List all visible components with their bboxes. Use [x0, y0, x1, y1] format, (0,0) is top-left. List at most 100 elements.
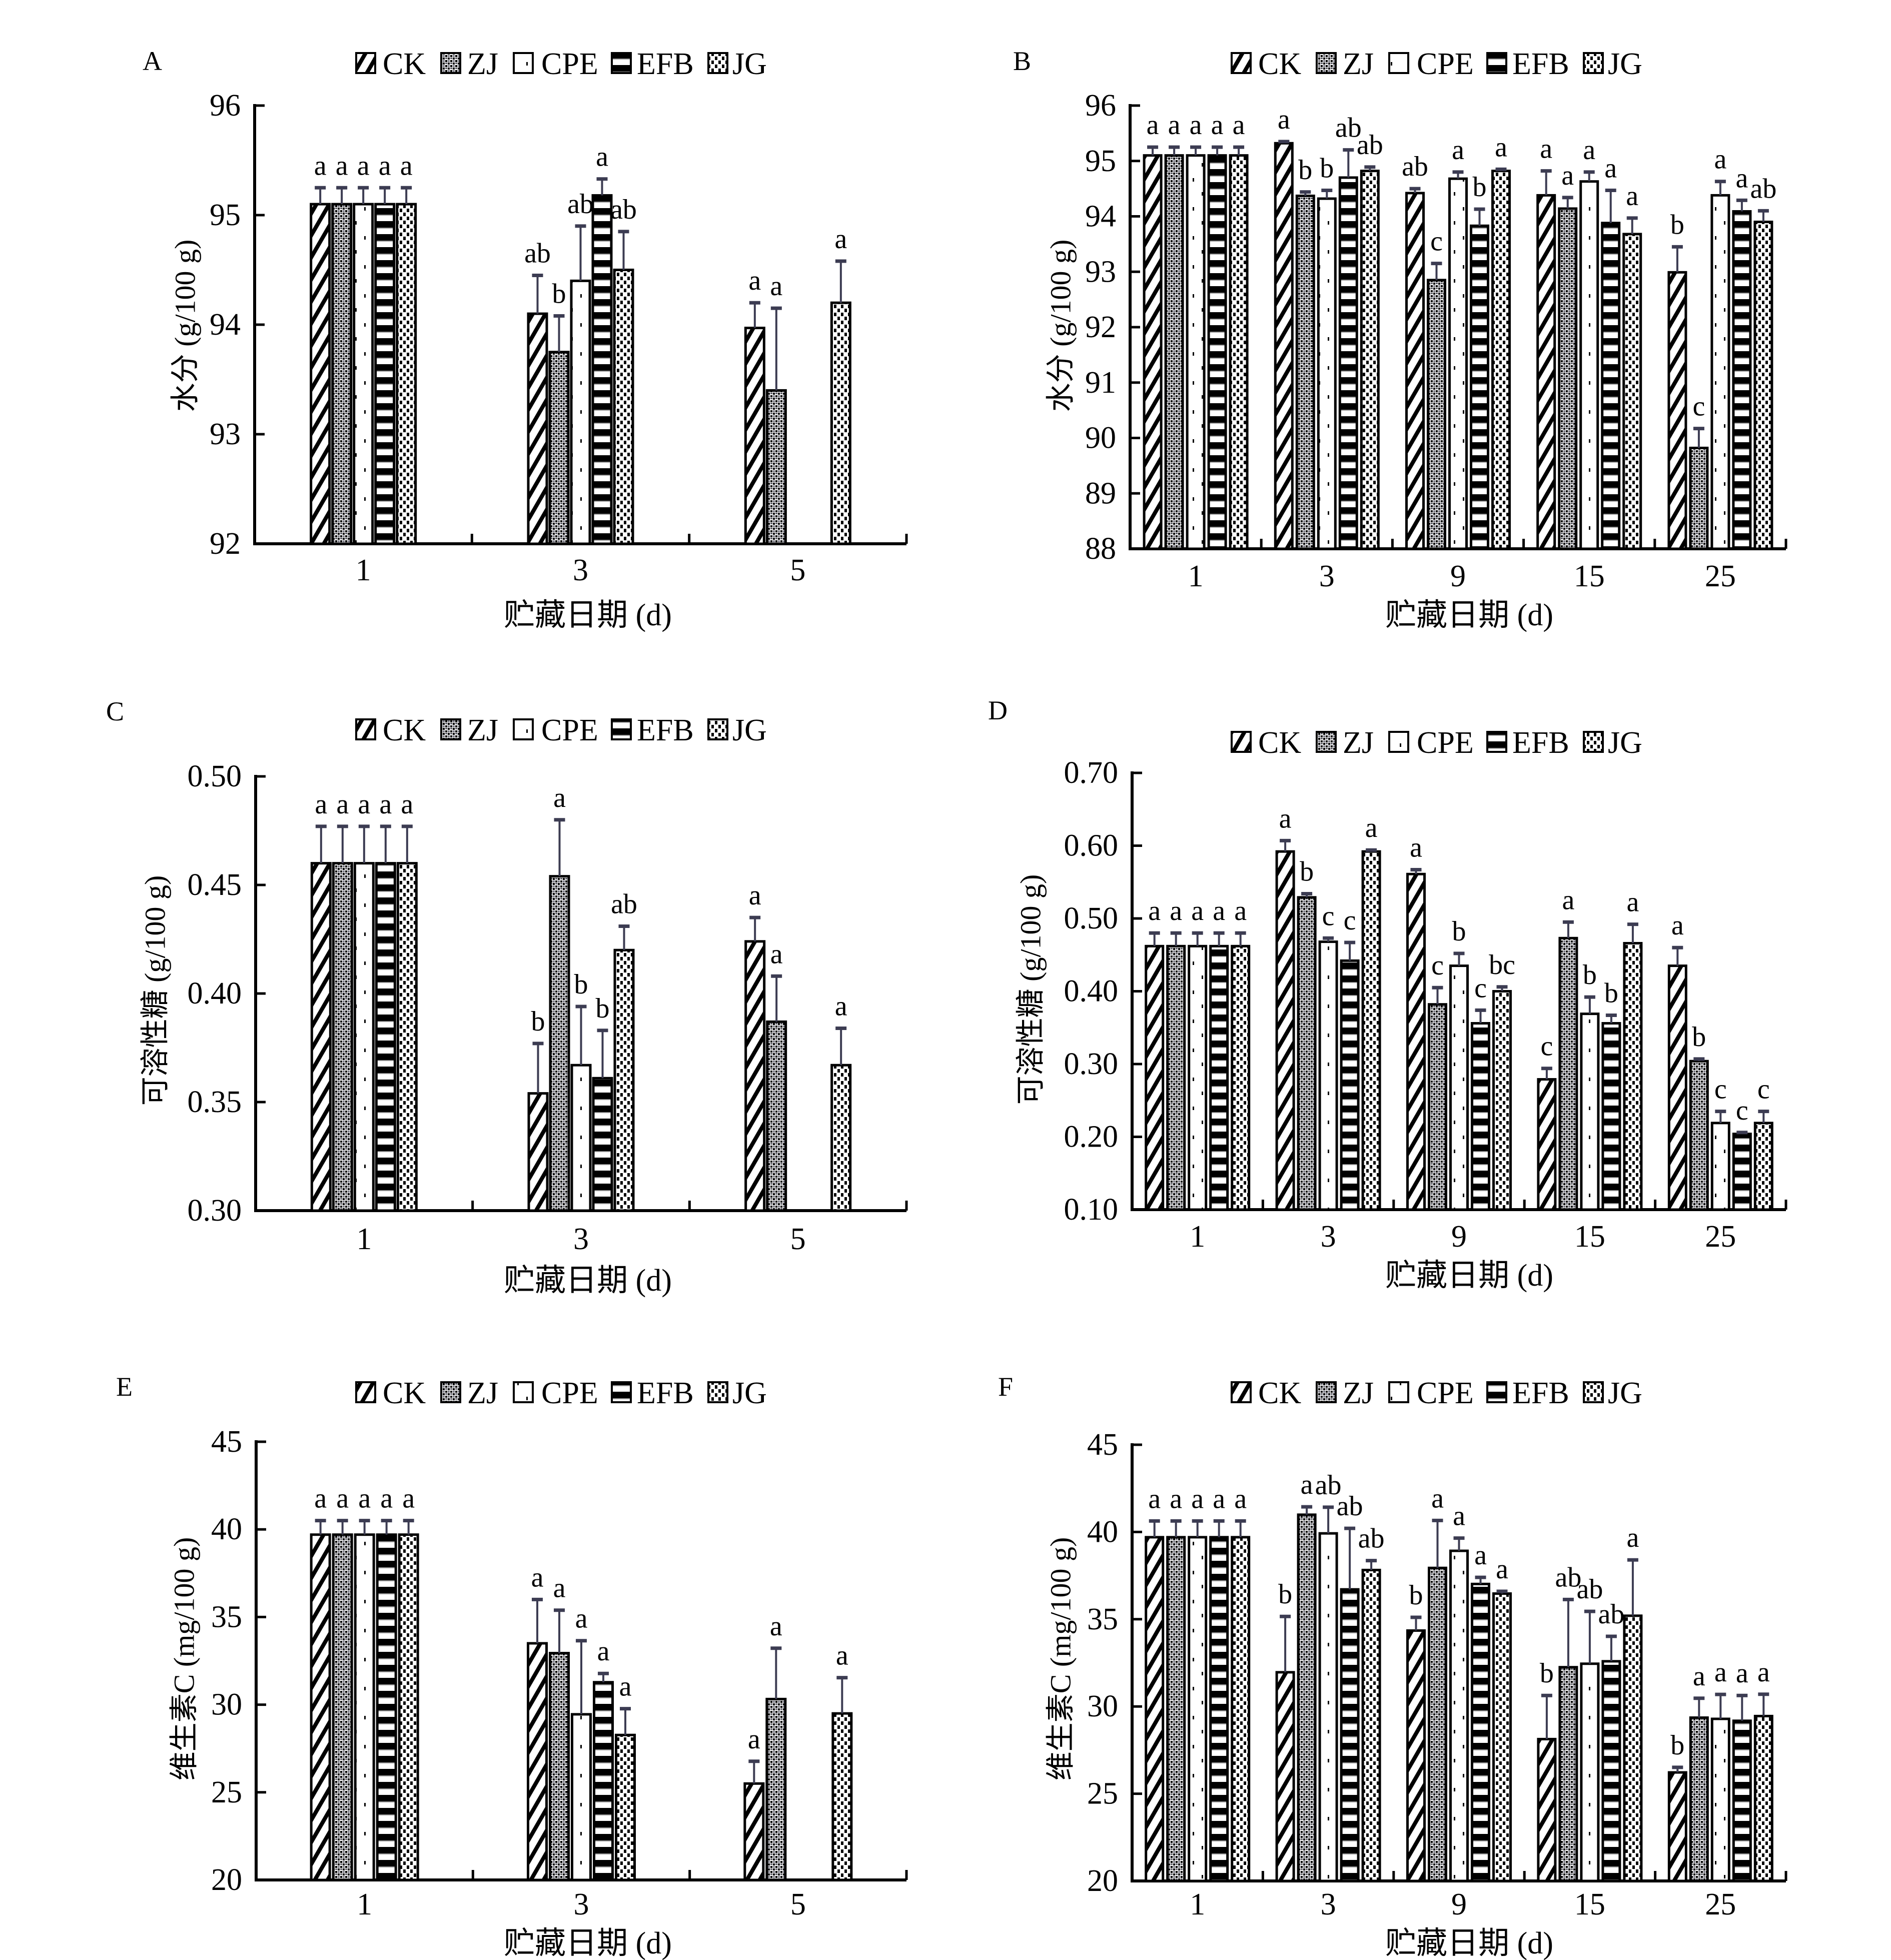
y-tick-label: 88 [1085, 532, 1116, 566]
series-zj: ab a [331, 150, 787, 545]
bar [1667, 964, 1687, 1211]
x-tick-label: 1 [1188, 559, 1204, 593]
y-tick-label: 94 [210, 308, 241, 342]
bar [1188, 1536, 1208, 1882]
legend-label: EFB [1512, 1376, 1569, 1410]
x-tick-label: 9 [1451, 1220, 1467, 1254]
bar [1601, 222, 1621, 550]
bar [375, 862, 396, 1212]
bar [1360, 170, 1380, 550]
bar [527, 1092, 549, 1212]
legend-label: ZJ [1343, 726, 1374, 760]
legend-swatch-jg [707, 718, 728, 740]
significance-letter: ab [1576, 1574, 1603, 1605]
legend-label: EFB [637, 713, 694, 747]
y-tick-label: 91 [1085, 366, 1116, 400]
bar [1601, 1660, 1621, 1882]
bar [353, 203, 374, 545]
bar [593, 1681, 614, 1881]
bar [1166, 1536, 1186, 1882]
x-tick-label: 3 [573, 553, 588, 587]
significance-letter: b [1452, 916, 1466, 947]
legend-label: EFB [637, 47, 694, 81]
legend-swatch-cpe [513, 1381, 534, 1403]
bar [1406, 1629, 1426, 1882]
significance-letter: b [1300, 856, 1314, 887]
x-tick-label: 15 [1574, 1220, 1605, 1254]
significance-letter: c [1692, 391, 1705, 422]
x-tick-label: 5 [790, 1222, 806, 1256]
bar [548, 351, 570, 545]
x-tick-label: 3 [1321, 1220, 1336, 1254]
bar [1558, 936, 1578, 1211]
y-tick-label: 30 [1087, 1689, 1118, 1723]
bar [1297, 1513, 1317, 1882]
bar [592, 1077, 613, 1212]
legend-item-zj: ZJ [440, 47, 498, 81]
bar [1186, 154, 1206, 550]
bar [613, 948, 635, 1212]
bar [591, 194, 613, 545]
significance-letter: c [1757, 1074, 1770, 1105]
significance-letter: a [1365, 812, 1378, 843]
bar [1558, 1666, 1578, 1882]
y-tick-label: 0.45 [188, 868, 242, 902]
legend-item-jg: JG [707, 713, 767, 747]
significance-letter: a [1148, 1483, 1161, 1514]
significance-letter: ab [1358, 1523, 1385, 1554]
bar [615, 1733, 636, 1881]
bar [1145, 1536, 1165, 1882]
significance-letter: a [1496, 1554, 1508, 1585]
significance-letter: a [1191, 1483, 1204, 1514]
bar [1229, 154, 1249, 550]
legend-label: ZJ [467, 713, 498, 747]
y-tick-label: 0.20 [1064, 1120, 1119, 1154]
bar [1449, 1549, 1469, 1882]
legend-swatch-jg [1583, 52, 1604, 74]
legend-label: JG [732, 1376, 767, 1410]
bar [1537, 1078, 1557, 1211]
significance-letter: ab [1402, 151, 1428, 182]
legend: CK ZJ CPE EFB JG [1231, 1376, 1642, 1410]
legend-label: CPE [1417, 726, 1474, 760]
significance-letter: a [357, 150, 370, 181]
significance-letter: a [770, 271, 782, 302]
bar [1580, 1013, 1600, 1211]
significance-letter: a [401, 789, 413, 820]
significance-letter: b [1473, 172, 1487, 203]
bar [766, 1020, 787, 1212]
significance-letter: a [1714, 144, 1726, 175]
significance-letter: c [1474, 972, 1487, 1004]
x-tick-label: 9 [1450, 559, 1466, 593]
y-tick-label: 35 [211, 1600, 242, 1634]
legend-label: CK [1258, 726, 1301, 760]
legend-item-cpe: CPE [513, 1376, 598, 1410]
series-cpe: a c bbc [1188, 895, 1730, 1211]
legend-item-efb: EFB [611, 713, 694, 747]
significance-letter: a [619, 1671, 632, 1702]
bar [1427, 279, 1446, 550]
bar [549, 875, 570, 1212]
legend-label: JG [732, 47, 767, 81]
bar [332, 862, 353, 1212]
x-tick-label: 1 [1190, 1220, 1205, 1254]
legend: CK ZJ CPE EFB JG [355, 713, 767, 747]
legend-item-cpe: CPE [1388, 1376, 1474, 1410]
significance-letter: ab [1337, 1491, 1363, 1522]
bar [1188, 944, 1208, 1211]
x-axis-title: 贮藏日期 (d) [1385, 598, 1553, 632]
bar [353, 862, 375, 1212]
significance-letter: b [1604, 978, 1618, 1009]
x-tick-label: 5 [790, 553, 805, 587]
significance-letter: b [1670, 1730, 1684, 1761]
significance-letter: c [1736, 1095, 1748, 1126]
series-ck: aaa [310, 1483, 765, 1881]
bar [1491, 170, 1511, 550]
x-tick-label: 1 [1190, 1887, 1205, 1921]
